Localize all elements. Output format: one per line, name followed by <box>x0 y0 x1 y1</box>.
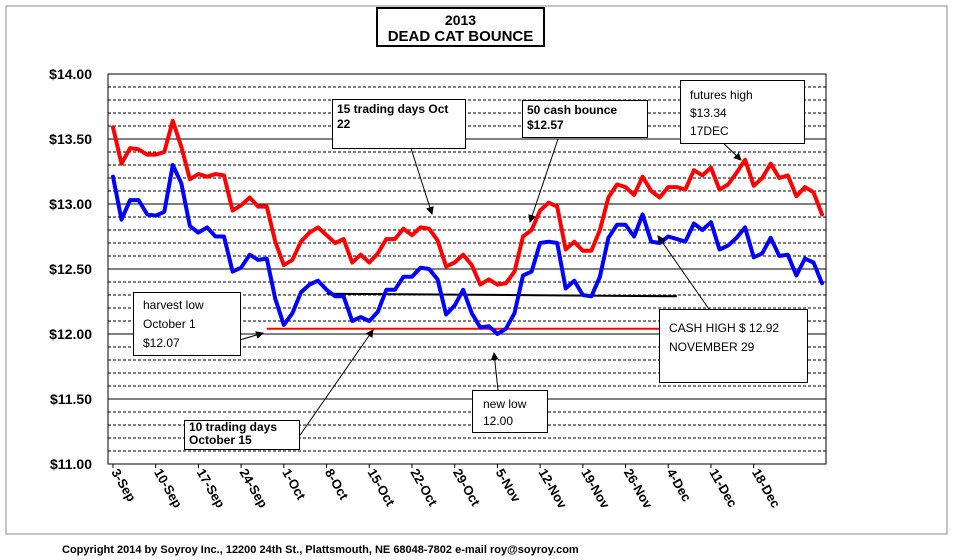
annotation-new-low: new low 12.00 <box>472 390 548 433</box>
annotation-harvest-line1: harvest low <box>143 298 204 312</box>
annotation-harvest-line2: October 1 <box>143 317 196 331</box>
annotation-cash-high-line1: CASH HIGH $ 12.92 <box>669 321 780 335</box>
y-tick-label: $11.50 <box>50 391 92 407</box>
annotation-new-low-line2: 12.00 <box>483 414 514 428</box>
series-line-0 <box>111 118 824 287</box>
y-tick-label: $14.00 <box>49 66 92 82</box>
y-tick-label: $13.00 <box>49 196 92 212</box>
y-axis-ticks: $11.00 $11.50 $12.00 $12.50 $13.00 $13.50 $14.… <box>49 66 92 472</box>
annotation-arrows <box>219 138 742 439</box>
annotation-arrow <box>657 235 712 313</box>
chart-title: DEAD CAT BOUNCE <box>387 28 534 45</box>
annotation-ten-days: 10 trading days October 15 <box>184 420 300 450</box>
annotation-fifteen-days-text: 15 trading days Oct 22 <box>337 102 449 131</box>
plot-area-frame <box>107 73 827 465</box>
annotation-futures-high: futures high $13.34 17DEC <box>680 80 805 144</box>
annotation-ten-days-line2: October 15 <box>189 433 252 447</box>
annotation-harvest-low: harvest low October 1 $12.07 <box>133 292 241 356</box>
annotation-arrow <box>528 138 559 223</box>
annotation-fifty-cash-line1: 50 cash bounce <box>527 103 618 117</box>
annotation-harvest-line3: $12.07 <box>143 336 180 350</box>
title-box: 2013 DEAD CAT BOUNCE <box>376 7 545 47</box>
annotation-cash-high: CASH HIGH $ 12.92 NOVEMBER 29 <box>659 309 808 383</box>
annotation-futures-line1: futures high <box>690 88 753 102</box>
y-tick-label: $11.00 <box>50 456 92 472</box>
series-lines <box>111 118 824 336</box>
annotation-futures-line3: 17DEC <box>690 124 729 138</box>
annotation-futures-line2: $13.34 <box>690 106 727 120</box>
chart-area-border <box>5 5 948 535</box>
annotation-arrow <box>297 329 374 439</box>
annotation-ten-days-line1: 10 trading days <box>189 420 278 434</box>
y-tick-label: $13.50 <box>49 131 92 147</box>
annotation-fifty-cash-line2: $12.57 <box>527 118 564 132</box>
y-tick-label: $12.00 <box>49 326 92 342</box>
y-tick-label: $12.50 <box>49 261 92 277</box>
annotation-cash-high-line2: NOVEMBER 29 <box>669 340 755 354</box>
annotation-arrow <box>490 352 499 391</box>
annotation-fifty-cash-bounce: 50 cash bounce $12.57 <box>522 100 648 138</box>
annotation-new-low-line1: new low <box>483 397 527 411</box>
annotation-arrow <box>408 141 434 215</box>
annotation-fifteen-days: 15 trading days Oct 22 <box>332 99 466 149</box>
chart-title-year: 2013 <box>444 12 477 28</box>
series-line-1 <box>111 163 824 336</box>
copyright-footer: Copyright 2014 by Soyroy Inc., 12200 24t… <box>62 544 579 556</box>
